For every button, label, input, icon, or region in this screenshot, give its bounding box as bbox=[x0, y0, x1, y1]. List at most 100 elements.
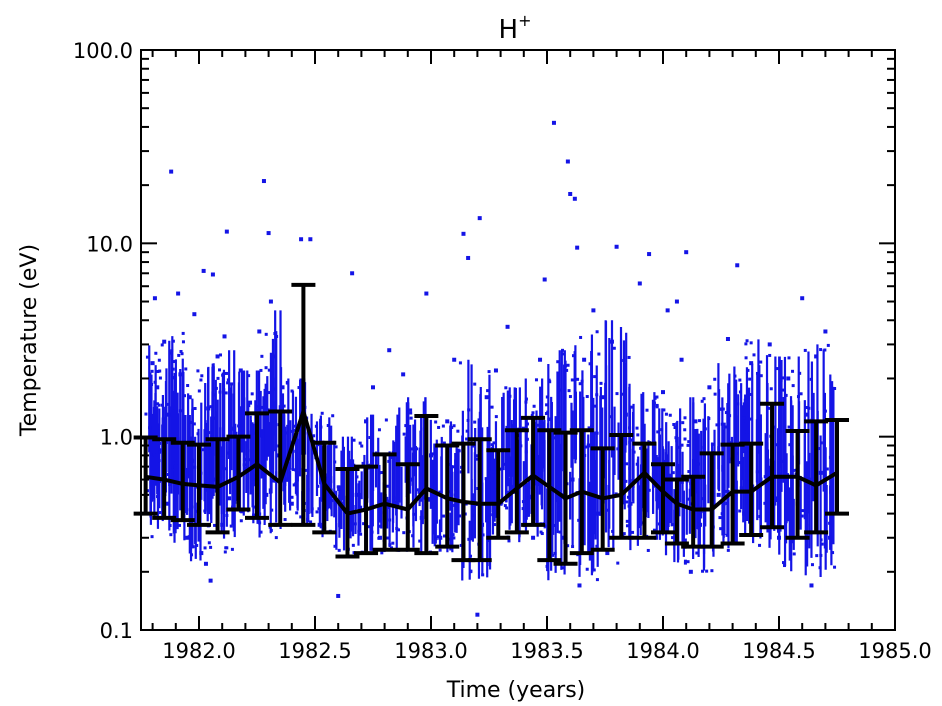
scatter-point bbox=[477, 216, 482, 221]
scatter-point bbox=[162, 339, 167, 344]
scatter-point bbox=[176, 291, 181, 296]
scatter-point bbox=[823, 329, 828, 334]
scatter-point bbox=[308, 237, 313, 242]
scatter-point bbox=[777, 535, 781, 540]
x-tick-label: 1982.0 bbox=[162, 639, 235, 663]
scatter-point bbox=[264, 492, 269, 497]
scatter-band bbox=[713, 363, 743, 552]
scatter-point bbox=[586, 443, 591, 448]
scatter-point bbox=[596, 511, 601, 516]
scatter-point bbox=[570, 477, 575, 482]
x-tick-label: 1984.0 bbox=[626, 639, 699, 663]
x-tick-label: 1985.0 bbox=[858, 639, 931, 663]
scatter-point bbox=[275, 453, 280, 458]
scatter-point bbox=[484, 395, 489, 400]
scatter-point bbox=[220, 522, 225, 527]
scatter-point bbox=[577, 583, 582, 588]
scatter-point bbox=[271, 354, 276, 359]
scatter-point bbox=[354, 492, 359, 497]
scatter-point bbox=[556, 406, 561, 411]
scatter-band bbox=[490, 386, 525, 543]
scatter-point bbox=[213, 477, 218, 482]
scatter-point bbox=[289, 501, 294, 506]
scatter-point bbox=[215, 354, 220, 359]
scatter-point bbox=[693, 419, 698, 424]
scatter-point bbox=[828, 535, 833, 540]
scatter-point bbox=[238, 368, 243, 373]
scatter-point bbox=[735, 263, 740, 268]
scatter-point bbox=[661, 390, 665, 395]
scatter-point bbox=[647, 252, 652, 257]
y-axis-label: Temperature (eV) bbox=[17, 244, 42, 437]
scatter-point bbox=[688, 569, 693, 574]
scatter-point bbox=[350, 271, 355, 276]
scatter-point bbox=[538, 357, 543, 362]
scatter-point bbox=[674, 299, 679, 304]
scatter-point bbox=[800, 296, 805, 301]
scatter-point bbox=[466, 255, 471, 260]
scatter-point bbox=[698, 522, 703, 527]
scatter-point bbox=[257, 329, 262, 334]
scatter-point bbox=[749, 361, 754, 366]
scatter-point bbox=[419, 515, 424, 520]
scatter-point bbox=[208, 578, 213, 583]
scatter-point bbox=[809, 583, 814, 588]
scatter-point bbox=[190, 458, 195, 463]
scatter-point bbox=[377, 535, 382, 540]
scatter-point bbox=[493, 368, 498, 373]
scatter-point bbox=[568, 191, 573, 196]
scatter-point bbox=[169, 169, 174, 174]
scatter-point bbox=[152, 296, 157, 301]
scatter-point bbox=[285, 477, 290, 482]
scatter-point bbox=[475, 612, 480, 617]
x-tick-label: 1984.5 bbox=[742, 639, 815, 663]
scatter-point bbox=[512, 484, 517, 489]
scatter-point bbox=[164, 501, 169, 506]
y-tick-label: 100.0 bbox=[73, 39, 133, 63]
scatter-point bbox=[234, 453, 239, 458]
scatter-band bbox=[800, 343, 837, 577]
scatter-point bbox=[628, 501, 633, 506]
scatter-point bbox=[707, 385, 712, 390]
scatter-point bbox=[324, 477, 329, 482]
y-tick-label: 10.0 bbox=[86, 232, 133, 256]
x-tick-label: 1982.5 bbox=[278, 639, 351, 663]
scatter-point bbox=[364, 419, 369, 424]
scatter-point bbox=[203, 561, 208, 566]
scatter-point bbox=[317, 522, 322, 527]
scatter-point bbox=[192, 312, 197, 317]
scatter-point bbox=[489, 477, 494, 482]
scatter-point bbox=[480, 522, 485, 527]
y-tick-label: 1.0 bbox=[100, 426, 133, 450]
scatter-point bbox=[185, 535, 190, 540]
scatter-point bbox=[591, 308, 596, 313]
scatter-point bbox=[159, 448, 164, 453]
scatter-point bbox=[542, 277, 547, 282]
scatter-point bbox=[438, 535, 443, 540]
scatter-point bbox=[266, 231, 271, 236]
scatter-point bbox=[804, 412, 809, 417]
scatter-point bbox=[786, 376, 791, 381]
y-tick-label: 0.1 bbox=[100, 619, 133, 643]
scatter-point bbox=[445, 419, 450, 424]
x-tick-label: 1983.5 bbox=[510, 639, 583, 663]
scatter-point bbox=[565, 159, 570, 164]
scatter-point bbox=[679, 357, 684, 362]
axes: 1982.0 1982.5 1983.0 1983.5 1984.0 1984.5 1985… bbox=[73, 39, 932, 663]
scatter-point bbox=[155, 385, 160, 390]
scatter-point bbox=[716, 492, 721, 497]
scatter-point bbox=[818, 470, 823, 475]
scatter-point bbox=[531, 535, 536, 540]
x-axis-label: Time (years) bbox=[446, 678, 586, 703]
scatter-point bbox=[371, 385, 375, 390]
scatter-point bbox=[248, 400, 253, 405]
scatter-point bbox=[150, 470, 155, 475]
scatter-point bbox=[665, 308, 670, 313]
scatter-point bbox=[210, 272, 215, 277]
plot-frame bbox=[140, 49, 896, 631]
scatter-point bbox=[461, 231, 466, 236]
scatter-point bbox=[183, 484, 188, 489]
scatter-point bbox=[424, 291, 429, 296]
scatter-point bbox=[229, 426, 234, 431]
